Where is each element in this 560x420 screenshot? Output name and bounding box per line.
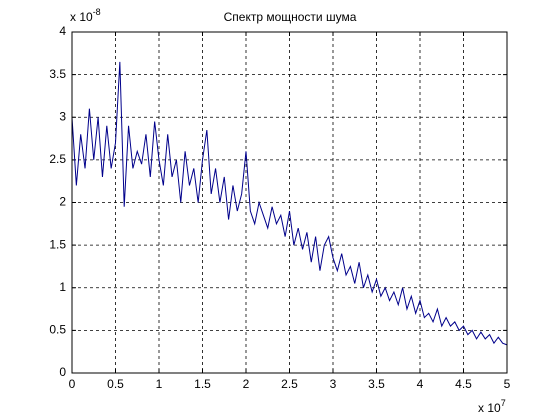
y-tick-label: 3 bbox=[59, 109, 66, 123]
x-multiplier-base: x 10 bbox=[478, 401, 501, 415]
y-tick-label: 1.5 bbox=[49, 237, 66, 251]
y-tick-label: 0.5 bbox=[49, 323, 66, 337]
x-tick-label: 4.5 bbox=[455, 377, 472, 391]
x-tick-label: 3.5 bbox=[368, 377, 385, 391]
spectrum-line bbox=[71, 61, 508, 346]
y-tick-label: 3.5 bbox=[49, 67, 66, 81]
chart-title: Спектр мощности шума bbox=[224, 10, 357, 24]
x-multiplier: x 107 bbox=[478, 398, 506, 415]
y-tick-label: 2 bbox=[59, 195, 66, 209]
x-tick-label: 1.5 bbox=[194, 377, 211, 391]
x-tick-label: 5 bbox=[504, 377, 511, 391]
y-tick-label: 2.5 bbox=[49, 152, 66, 166]
x-tick-label: 0 bbox=[69, 377, 76, 391]
x-tick-label: 2 bbox=[243, 377, 250, 391]
x-multiplier-exponent: 7 bbox=[501, 398, 506, 408]
x-tick-label: 0.5 bbox=[107, 377, 124, 391]
x-tick-label: 4 bbox=[417, 377, 424, 391]
y-multiplier-base: x 10 bbox=[70, 10, 93, 24]
x-tick-label: 1 bbox=[156, 377, 163, 391]
y-multiplier: x 10-8 bbox=[70, 7, 101, 24]
y-tick-label: 1 bbox=[59, 280, 66, 294]
y-tick-label: 4 bbox=[59, 24, 66, 38]
x-tick-label: 2.5 bbox=[281, 377, 298, 391]
plot-frame bbox=[71, 31, 508, 374]
x-tick-label: 3 bbox=[330, 377, 337, 391]
y-tick-label: 0 bbox=[59, 365, 66, 379]
y-multiplier-exponent: -8 bbox=[93, 7, 101, 17]
